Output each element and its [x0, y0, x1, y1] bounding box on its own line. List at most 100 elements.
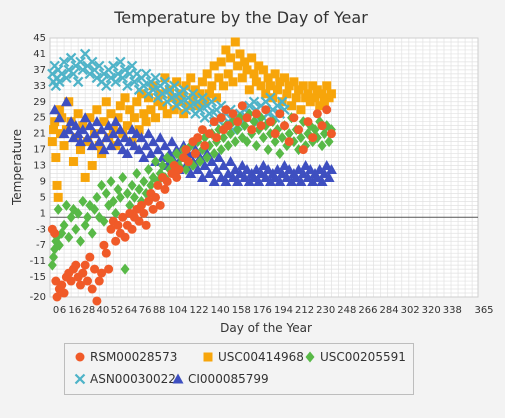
data-point: [148, 81, 158, 91]
data-point: [212, 133, 222, 143]
data-point: [185, 100, 196, 112]
data-point: [250, 163, 262, 174]
data-point: [229, 163, 241, 174]
x-tick-label: 140: [211, 305, 230, 316]
x-tick-label: 28: [82, 305, 95, 316]
data-point: [270, 69, 280, 79]
data-point: [282, 89, 292, 99]
data-point: [141, 220, 151, 230]
data-point: [54, 105, 64, 115]
data-point: [140, 68, 152, 80]
data-point: [249, 116, 259, 128]
data-point: [203, 167, 215, 178]
plot-frame: [49, 37, 479, 298]
legend: RSM00028573 USC00414968 USC00205591 ASN0003…: [64, 343, 414, 395]
data-point: [86, 140, 98, 151]
data-point: [139, 109, 149, 119]
data-point: [139, 208, 149, 218]
data-point: [136, 89, 146, 99]
data-point: [128, 140, 140, 151]
x-tick-label: 176: [253, 305, 272, 316]
data-point: [136, 200, 146, 210]
x-tick-label: 0: [53, 305, 59, 316]
data-point: [169, 80, 180, 92]
data-point: [269, 171, 281, 182]
data-point: [289, 77, 299, 87]
data-point: [206, 156, 218, 167]
data-point: [63, 124, 75, 135]
legend-item: CI000085799: [171, 372, 269, 386]
data-point: [122, 121, 132, 131]
x-axis-label: Day of the Year: [220, 321, 312, 335]
data-point: [183, 157, 193, 167]
data-point: [270, 129, 280, 139]
data-point: [178, 84, 189, 96]
data-point: [223, 69, 233, 79]
data-point: [85, 252, 95, 262]
data-point: [150, 72, 161, 84]
data-point: [111, 207, 121, 219]
data-point: [132, 97, 142, 107]
data-point: [256, 121, 266, 131]
data-point: [279, 160, 291, 171]
data-point: [291, 93, 301, 103]
legend-item: ASN00030022: [73, 372, 176, 386]
data-point: [87, 284, 97, 294]
data-point: [176, 89, 186, 99]
data-point: [316, 175, 328, 186]
data-point: [287, 101, 297, 111]
data-point: [142, 128, 154, 139]
data-point: [154, 132, 166, 143]
data-point: [277, 132, 287, 144]
data-point: [218, 160, 230, 171]
x-tick-label: 104: [168, 305, 187, 316]
data-points: [47, 37, 337, 306]
data-point: [174, 97, 184, 107]
data-point: [47, 259, 57, 271]
y-tick-label: -11: [30, 256, 46, 267]
data-point: [158, 160, 168, 172]
data-point: [65, 52, 77, 64]
data-point: [228, 77, 238, 87]
data-point: [257, 160, 269, 171]
data-point: [303, 117, 313, 127]
data-point: [302, 171, 314, 182]
data-point: [319, 97, 329, 107]
legend-label: CI000085799: [188, 372, 269, 386]
data-point: [265, 92, 276, 104]
data-point: [244, 85, 254, 95]
data-point: [271, 163, 283, 174]
data-point: [190, 85, 200, 95]
data-point: [284, 137, 294, 147]
data-point: [61, 199, 71, 211]
data-point: [115, 101, 125, 111]
data-point: [51, 153, 61, 163]
data-point: [155, 200, 165, 210]
x-tick-label: 158: [232, 305, 251, 316]
data-point: [141, 117, 151, 127]
x-tick-label: 284: [379, 305, 398, 316]
data-point: [68, 68, 79, 80]
data-point: [236, 160, 248, 171]
data-point: [185, 167, 197, 178]
data-point: [262, 163, 274, 174]
data-point: [263, 144, 273, 156]
data-point: [215, 171, 227, 182]
data-point: [113, 113, 123, 123]
data-point: [80, 172, 90, 182]
data-point: [222, 167, 234, 178]
data-point: [112, 136, 124, 147]
data-point: [101, 248, 111, 258]
data-point: [303, 89, 313, 99]
x-tick-label: 16: [68, 305, 81, 316]
data-point: [298, 145, 308, 155]
data-point: [183, 101, 193, 111]
data-point: [92, 191, 102, 203]
chart-title: Temperature by the Day of Year: [113, 8, 368, 27]
data-point: [115, 56, 126, 68]
data-point: [61, 72, 72, 84]
y-tick-label: 21: [33, 129, 46, 140]
data-point: [52, 292, 62, 302]
data-point: [96, 124, 108, 135]
y-tick-label: 1: [40, 208, 46, 219]
